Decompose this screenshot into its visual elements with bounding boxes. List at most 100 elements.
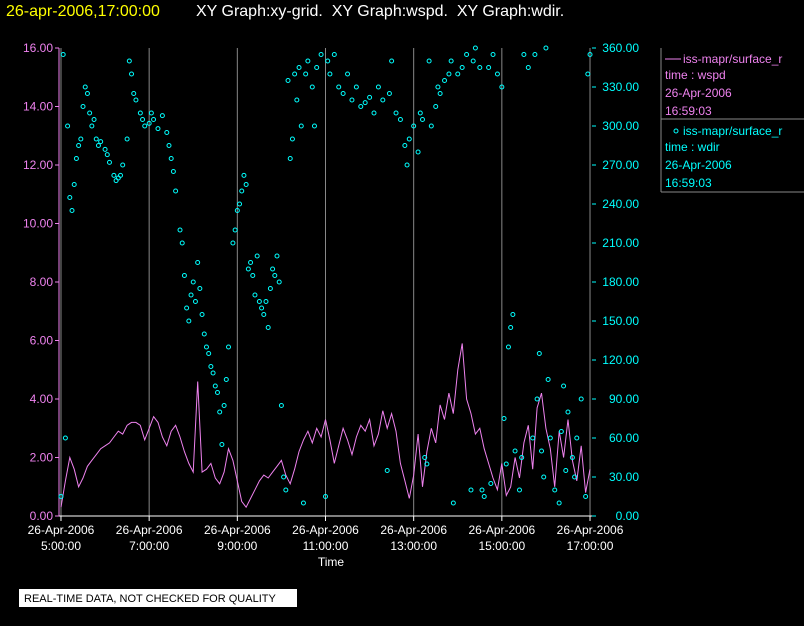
legend-detail: 26-Apr-2006 — [665, 158, 732, 172]
wdir-point — [221, 403, 227, 408]
wdir-point — [455, 71, 461, 77]
x-tick-label: 11:00:00 — [303, 539, 349, 553]
wdir-point — [534, 396, 540, 402]
x-tick-label: 17:00:00 — [567, 539, 614, 553]
wdir-point — [98, 139, 104, 145]
wdir-point — [539, 448, 545, 454]
y2-tick-label: 120.00 — [602, 353, 639, 367]
wdir-point — [565, 409, 571, 415]
wdir-point — [245, 266, 251, 272]
wdir-point — [508, 325, 514, 330]
wdir-point — [294, 97, 300, 103]
wdir-point — [499, 84, 505, 90]
wdir-point — [111, 172, 117, 178]
wdir-point — [223, 377, 229, 382]
wdir-point — [424, 461, 430, 467]
wdir-point — [186, 318, 192, 324]
y2-tick-label: 330.00 — [602, 80, 639, 94]
wdir-point — [164, 130, 170, 135]
x-tick-label: 5:00:00 — [41, 539, 81, 553]
y-tick-label: 10.00 — [23, 217, 53, 231]
wdir-point — [118, 172, 123, 178]
wdir-point — [532, 52, 538, 57]
wdir-point — [563, 468, 569, 473]
wdir-point — [358, 104, 364, 109]
wdir-point — [547, 435, 553, 441]
wdir-point — [197, 286, 203, 291]
wdir-point — [166, 143, 172, 148]
wdir-point — [331, 52, 337, 57]
wdir-point — [541, 474, 547, 480]
wdir-point — [470, 58, 476, 64]
wdir-point — [177, 227, 183, 233]
x-tick-label: 26-Apr-2006 — [468, 523, 535, 537]
wdir-point — [272, 273, 278, 278]
wdir-point — [217, 409, 223, 415]
wdir-point — [530, 435, 536, 441]
wdir-point — [569, 455, 575, 460]
y2-tick-label: 30.00 — [609, 470, 639, 484]
y2-tick-label: 180.00 — [602, 275, 639, 289]
wdir-point — [503, 461, 509, 467]
wdir-point — [479, 487, 485, 493]
wdir-point — [552, 487, 558, 493]
wdir-point — [120, 162, 126, 168]
wdir-point — [417, 110, 423, 116]
wdir-point — [137, 110, 143, 116]
wdir-point — [148, 110, 154, 116]
wdir-point — [561, 383, 567, 389]
wdir-point — [261, 312, 267, 317]
wdir-point — [69, 208, 75, 213]
wdir-point — [195, 260, 201, 265]
wdir-point — [285, 78, 291, 83]
wdir-point — [345, 71, 351, 77]
wdir-point — [212, 383, 218, 389]
wdir-point — [558, 429, 564, 434]
wdir-point — [384, 468, 390, 473]
wdir-point — [263, 299, 269, 304]
wdir-point — [232, 227, 238, 233]
wdir-point — [219, 442, 225, 447]
wdir-point — [203, 344, 209, 350]
wdir-point — [305, 58, 311, 64]
wdir-point — [510, 312, 516, 317]
wdir-point — [58, 494, 64, 499]
wdir-point — [300, 500, 306, 506]
chart-subtitle: XY Graph:xy-grid. XY Graph:wspd. XY Grap… — [196, 3, 564, 20]
legend-detail: 16:59:03 — [665, 176, 712, 190]
wdir-point — [276, 279, 282, 285]
wdir-point — [402, 143, 408, 148]
wdir-point — [318, 52, 324, 57]
wdir-point — [459, 65, 465, 70]
wdir-point — [142, 123, 148, 129]
wdir-point — [336, 84, 342, 90]
y2-tick-label: 90.00 — [609, 392, 639, 406]
wdir-point — [159, 113, 165, 119]
wdir-point — [375, 84, 381, 90]
wdir-point — [73, 156, 79, 161]
y-tick-label: 14.00 — [23, 100, 53, 114]
wdir-point — [516, 487, 522, 493]
wdir-point — [265, 325, 271, 330]
wdir-point — [585, 71, 591, 77]
x-tick-label: 26-Apr-2006 — [292, 523, 359, 537]
wdir-point — [237, 201, 243, 207]
wdir-point — [389, 58, 395, 64]
wdir-point — [78, 136, 84, 142]
wdir-point — [419, 117, 425, 122]
wdir-point — [386, 91, 392, 96]
wdir-point — [181, 273, 187, 278]
wdir-point — [486, 65, 492, 70]
y-tick-label: 8.00 — [30, 275, 54, 289]
wdir-point — [404, 162, 410, 168]
y-tick-label: 4.00 — [30, 392, 54, 406]
wdir-point — [170, 169, 176, 174]
x-tick-label: 13:00:00 — [390, 539, 437, 553]
y2-tick-label: 240.00 — [602, 197, 639, 211]
wdir-point — [446, 71, 452, 77]
wdir-point — [428, 123, 434, 129]
legend-detail: 26-Apr-2006 — [665, 86, 732, 100]
wdir-point — [393, 110, 399, 116]
legend-label: iss-mapr/surface_r — [683, 124, 782, 138]
wdir-point — [208, 364, 214, 369]
